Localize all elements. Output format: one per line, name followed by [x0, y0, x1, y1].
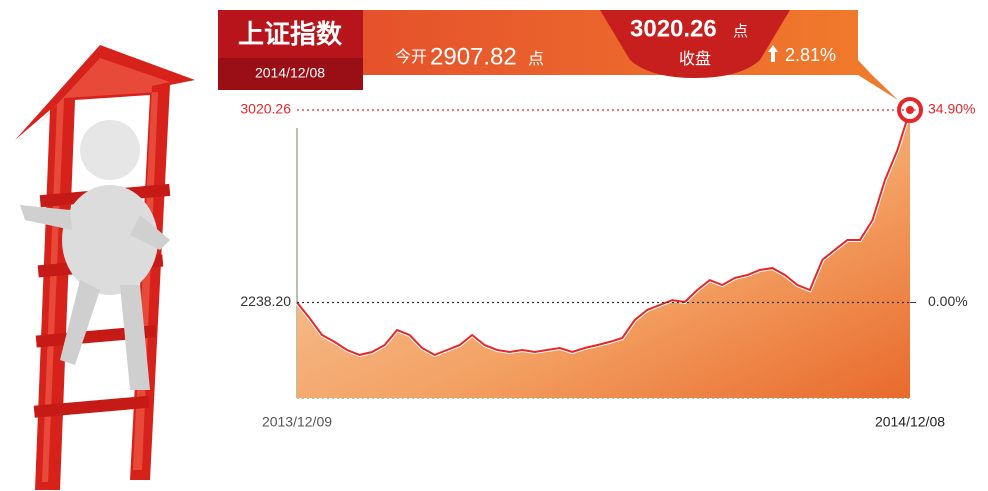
close-value: 3020.26 — [630, 15, 717, 42]
title: 上证指数 — [238, 19, 343, 49]
plot: 2238.20 3020.26 0.00% 34.90% 2013/12/09 2014/… — [240, 99, 975, 430]
change: 2.81% — [785, 45, 836, 65]
y-tick-label: 2238.20 — [240, 293, 291, 309]
date: 2014/12/08 — [255, 65, 325, 81]
area — [297, 110, 910, 398]
y2-tick-label: 0.00% — [928, 293, 968, 309]
close-unit: 点 — [733, 23, 748, 40]
y-tick-label: 3020.26 — [240, 101, 291, 117]
x-tick-label: 2013/12/09 — [262, 414, 332, 430]
open-unit: 点 — [528, 50, 544, 68]
open-label: 今开 — [395, 48, 427, 66]
pointer — [858, 60, 898, 100]
x-tick-label: 2014/12/08 — [875, 414, 945, 430]
open-value: 2907.82 — [430, 43, 517, 70]
ladder-illustration — [15, 45, 195, 490]
infographic: 上证指数 2014/12/08 今开 2907.82 点 3020.26 点 收… — [0, 0, 988, 491]
y2-tick-label: 34.90% — [928, 101, 975, 117]
close-label: 收盘 — [679, 49, 711, 68]
